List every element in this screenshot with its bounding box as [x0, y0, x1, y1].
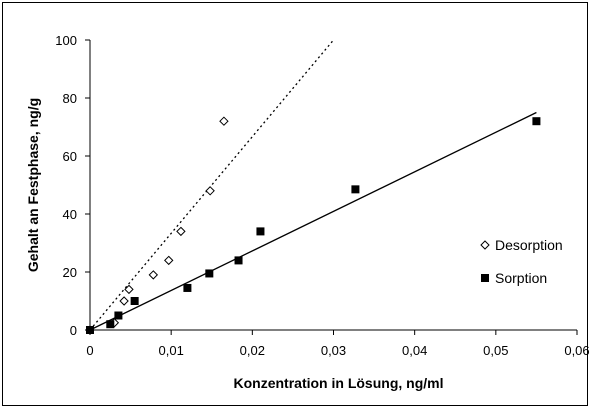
desorption-point — [176, 226, 186, 237]
x-axis-label: Konzentration in Lösung, ng/ml — [234, 375, 444, 391]
trendline-sorption — [89, 111, 537, 331]
sorption-point — [256, 227, 265, 236]
y-tick-label: 20 — [63, 265, 77, 280]
sorption-point — [106, 320, 115, 329]
x-tick-label: 0,04 — [402, 343, 427, 358]
desorption-point — [219, 116, 229, 126]
y-tick-label: 60 — [63, 149, 77, 164]
legend-label-sorption: Sorption — [495, 270, 547, 286]
x-tick-label: 0,01 — [159, 343, 184, 358]
x-tick-label: 0,03 — [321, 343, 346, 358]
x-tick-label: 0,06 — [564, 343, 589, 358]
sorption-point — [351, 185, 360, 194]
legend-marker-desorption — [480, 240, 490, 250]
legend-marker-sorption — [481, 274, 489, 282]
legend-label-desorption: Desorption — [495, 237, 563, 253]
y-axis-label: Gehalt an Festphase, ng/g — [25, 98, 41, 272]
y-tick-label: 80 — [63, 91, 77, 106]
x-tick-label: 0,05 — [483, 343, 508, 358]
trendlines — [89, 39, 537, 331]
sorption-point — [183, 283, 192, 292]
sorption-point — [234, 256, 243, 265]
desorption-point — [119, 296, 129, 306]
sorption-point — [86, 326, 94, 334]
y-tick-label: 100 — [55, 33, 77, 48]
x-tick-label: 0 — [86, 343, 93, 358]
desorption-point — [164, 255, 174, 266]
axes: 0 0,01 0,02 0,03 0,04 0,05 0,06 0 20 40 60 80 100 — [55, 33, 589, 358]
sorption-point — [532, 117, 541, 126]
sorption-point — [114, 311, 123, 320]
y-tick-label: 40 — [63, 207, 77, 222]
desorption-point — [124, 284, 134, 295]
trendline-desorption — [89, 39, 334, 331]
desorption-point — [148, 270, 159, 280]
sorption-point — [205, 269, 214, 278]
y-tick-label: 0 — [70, 323, 77, 338]
sorption-point — [130, 297, 139, 305]
x-tick-label: 0,02 — [240, 343, 265, 358]
chart-frame — [2, 2, 588, 406]
markers — [85, 116, 541, 335]
desorption-point — [205, 186, 215, 196]
legend: Desorption Sorption — [480, 237, 563, 286]
